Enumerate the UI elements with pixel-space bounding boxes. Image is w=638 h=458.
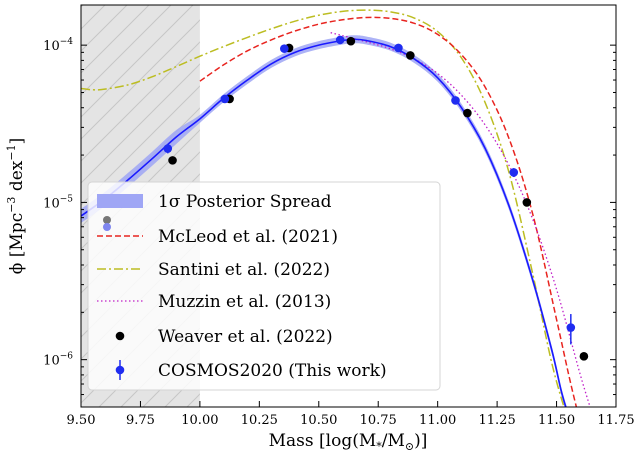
legend-box bbox=[87, 181, 441, 391]
x-tick-label: 10.50 bbox=[300, 413, 337, 428]
legend-overlap-point bbox=[103, 223, 111, 231]
cosmos-point bbox=[509, 168, 519, 177]
cosmos-point bbox=[566, 323, 576, 332]
x-tick-label: 10.75 bbox=[360, 413, 397, 428]
cosmos-point bbox=[280, 44, 289, 53]
cosmos-point bbox=[451, 96, 460, 105]
weaver-point bbox=[346, 36, 356, 46]
plot-area bbox=[81, 9, 591, 407]
mcleod-curve bbox=[199, 16, 578, 407]
x-tick-label: 11.75 bbox=[597, 413, 634, 428]
x-tick-label: 10.25 bbox=[241, 413, 278, 428]
legend-label: Muzzin et al. (2013) bbox=[158, 292, 331, 312]
legend-weaver-swatch bbox=[115, 331, 125, 341]
x-tick-label: 11.25 bbox=[479, 413, 516, 428]
santini-curve bbox=[81, 9, 565, 407]
weaver-point bbox=[522, 198, 532, 207]
y-tick-label: 10−6 bbox=[43, 352, 73, 369]
x-axis-label: Mass [log(M*/M⊙)] bbox=[269, 431, 428, 453]
cosmos-point bbox=[163, 144, 173, 153]
weaver-point bbox=[579, 352, 589, 361]
cosmos-point bbox=[335, 35, 345, 45]
axis-ticks: 9.50 9.75 10.00 10.25 10.50 10.75 11.00 11.25 11… bbox=[43, 37, 634, 428]
x-tick-label: 9.50 bbox=[67, 413, 96, 428]
legend: 1σ Posterior Spread McLeod et al. (2021) S… bbox=[87, 181, 441, 391]
legend-label: COSMOS2020 (This work) bbox=[158, 361, 387, 381]
weaver-point bbox=[168, 156, 177, 165]
legend-cosmos-swatch bbox=[115, 365, 125, 375]
legend-label: 1σ Posterior Spread bbox=[158, 192, 332, 212]
x-tick-label: 10.00 bbox=[181, 413, 218, 428]
legend-label: Weaver et al. (2022) bbox=[158, 327, 333, 347]
plot-frame bbox=[80, 4, 617, 408]
x-tick-label: 11.00 bbox=[419, 413, 456, 428]
cosmos-point bbox=[220, 94, 230, 104]
y-tick-label: 10−4 bbox=[43, 37, 73, 54]
legend-label: McLeod et al. (2021) bbox=[158, 227, 338, 247]
weaver-point bbox=[406, 51, 415, 60]
legend-band-swatch bbox=[97, 194, 143, 208]
x-tick-label: 9.75 bbox=[126, 413, 155, 428]
cosmos-point bbox=[394, 43, 403, 53]
muzzin-curve bbox=[330, 32, 591, 407]
legend-overlap-point bbox=[103, 216, 111, 224]
y-axis-label: ϕ [Mpc−3 dex−1] bbox=[5, 138, 27, 274]
x-tick-label: 11.50 bbox=[538, 413, 575, 428]
y-tick-label: 10−5 bbox=[43, 194, 73, 211]
legend-label: Santini et al. (2022) bbox=[158, 260, 330, 280]
weaver-point bbox=[463, 108, 472, 118]
